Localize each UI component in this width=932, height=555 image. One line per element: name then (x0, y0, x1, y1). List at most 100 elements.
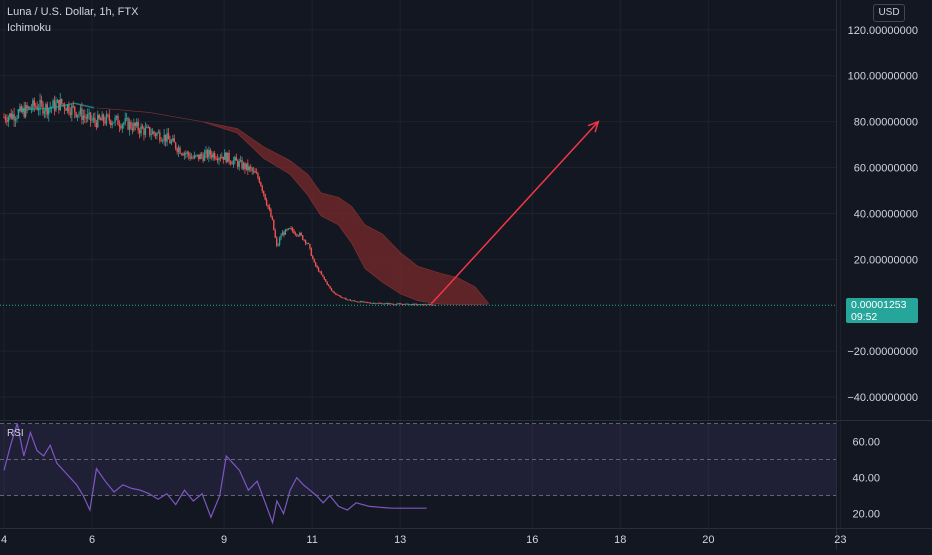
candle-body (281, 232, 284, 236)
candle-body (222, 156, 225, 160)
candle-body (163, 134, 165, 141)
candle-body (245, 163, 248, 170)
candle-body (353, 300, 356, 302)
candle-body (128, 121, 131, 130)
candle-body (314, 262, 317, 266)
candle-body (174, 142, 177, 149)
candle-body (147, 126, 149, 128)
time-tick-label[interactable]: 11 (306, 534, 317, 546)
candle-body (392, 303, 395, 305)
rsi-tick-label[interactable]: 20.00 (852, 509, 880, 521)
candle-body (300, 232, 302, 236)
currency-badge[interactable]: USD (873, 4, 905, 22)
candle-body (296, 234, 298, 236)
candle-body (206, 150, 209, 158)
candle-body (107, 114, 109, 116)
candle-body (359, 301, 362, 303)
candle-body (417, 304, 419, 306)
candle-body (182, 154, 184, 156)
time-tick-label[interactable]: 13 (394, 534, 406, 546)
candle-body (11, 113, 14, 119)
candle-body (6, 120, 8, 122)
candle-body (268, 206, 271, 210)
forecast-arrow-line[interactable] (430, 121, 599, 305)
price-tick-label[interactable]: −40.00000000 (847, 392, 918, 404)
candle-body (157, 132, 160, 134)
time-tick-label[interactable]: 6 (89, 534, 95, 546)
candle-body (234, 157, 236, 161)
candle-body (149, 126, 151, 136)
candle-body (351, 300, 353, 302)
price-tick-label[interactable]: 60.00000000 (854, 163, 918, 175)
candle-body (95, 122, 98, 128)
candle-body (111, 123, 113, 126)
candle-body (40, 99, 43, 104)
candle-body (189, 155, 191, 159)
arrow-layer[interactable] (430, 120, 600, 305)
price-tick-label[interactable]: 120.00000000 (848, 25, 918, 37)
candle-body (43, 111, 46, 114)
price-tick-label[interactable]: 100.00000000 (848, 71, 918, 83)
candle-body (384, 303, 386, 305)
candle-body (408, 304, 411, 306)
time-tick-label[interactable]: 16 (526, 534, 538, 546)
candle-body (192, 157, 194, 159)
time-tick-label[interactable]: 20 (702, 534, 714, 546)
price-tick-label[interactable]: −20.00000000 (847, 346, 918, 358)
candle-body (310, 248, 313, 257)
candle-body (309, 243, 311, 249)
last-price-value: 0.00001253 (851, 299, 907, 311)
candle-body (244, 163, 246, 170)
candle-body (66, 104, 69, 111)
candle-body (195, 155, 197, 156)
candle-body (352, 300, 354, 302)
candle-body (267, 204, 269, 207)
candle-body (248, 166, 250, 171)
candle-body (151, 131, 154, 135)
price-tick-label[interactable]: 20.00000000 (854, 254, 918, 266)
candle-body (294, 233, 297, 235)
time-tick-label[interactable]: 4 (1, 534, 7, 546)
rsi-tick-label[interactable]: 60.00 (852, 437, 880, 449)
candle-body (134, 122, 136, 127)
candle-body (185, 153, 187, 154)
time-tick-label[interactable]: 23 (834, 534, 846, 546)
time-tick-label[interactable]: 9 (221, 534, 227, 546)
ichimoku-cloud (96, 107, 489, 306)
candle-body (293, 230, 295, 234)
candle-body (13, 113, 15, 121)
candle-body (167, 133, 170, 140)
axis-layer[interactable]: 120.00000000100.0000000080.0000000060.00… (1, 25, 918, 546)
candle-body (46, 104, 48, 115)
candle-body (307, 243, 310, 244)
candle-body (99, 118, 102, 121)
price-tick-label[interactable]: 80.00000000 (854, 117, 918, 129)
candle-body (9, 113, 11, 118)
candle-body (69, 112, 72, 115)
candle-body (342, 297, 344, 299)
indicator-label[interactable]: Ichimoku (7, 22, 52, 34)
candle-body (280, 235, 282, 239)
rsi-title[interactable]: RSI (7, 428, 24, 439)
candle-body (345, 298, 347, 300)
candle-body (368, 302, 370, 304)
candle-body (218, 157, 220, 161)
candle-body (301, 235, 304, 240)
candle-body (239, 160, 242, 162)
candle-body (428, 304, 431, 305)
candle-body (186, 152, 188, 154)
price-tick-label[interactable]: 40.00000000 (854, 208, 918, 220)
rsi-tick-label[interactable]: 40.00 (852, 473, 880, 485)
candle-body (277, 244, 279, 246)
candle-body (270, 209, 272, 218)
candle-body (154, 133, 157, 136)
candle-body (372, 302, 375, 304)
forecast-arrow-head[interactable] (587, 120, 600, 133)
candle-body (48, 108, 50, 115)
candle-body (124, 118, 126, 124)
candle-body (379, 303, 382, 304)
chart-title[interactable]: Luna / U.S. Dollar, 1h, FTX (7, 6, 139, 18)
candle-body (433, 304, 435, 306)
time-tick-label[interactable]: 18 (614, 534, 626, 546)
